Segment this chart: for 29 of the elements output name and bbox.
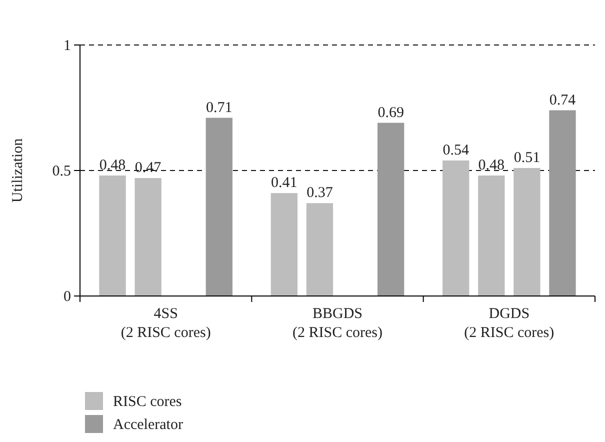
y-tick-label: 1 [64, 38, 71, 54]
x-tick-label: 4SS (2 RISC cores) [120, 306, 211, 341]
data-label: 0.47 [134, 160, 162, 176]
bar [206, 118, 232, 296]
bar [270, 193, 298, 296]
bar [377, 122, 404, 296]
x-tick-label: DGDS (2 RISC cores) [464, 306, 554, 341]
data-label: 0.71 [206, 100, 232, 116]
bar [549, 110, 576, 296]
data-label: 0.51 [514, 150, 540, 166]
y-axis-title: Utilization [10, 138, 26, 203]
data-label: 0.74 [549, 92, 576, 108]
y-tick-label: 0.5 [52, 163, 71, 180]
data-label: 0.48 [478, 158, 505, 174]
bar [306, 203, 334, 296]
bar [442, 160, 470, 296]
data-label: 0.69 [378, 104, 404, 121]
legend-label: Accelerator [113, 417, 183, 433]
bar [478, 176, 505, 296]
bar [99, 176, 126, 296]
data-label: 0.41 [271, 175, 298, 192]
data-label: 0.37 [306, 185, 334, 202]
bar [514, 168, 540, 296]
bar [134, 178, 162, 296]
legend-label: RISC cores [113, 394, 182, 410]
data-label: 0.48 [99, 158, 126, 174]
y-tick-label: 0 [64, 288, 71, 305]
x-tick-label: BBGDS (2 RISC cores) [292, 306, 382, 341]
data-label: 0.54 [442, 142, 470, 158]
